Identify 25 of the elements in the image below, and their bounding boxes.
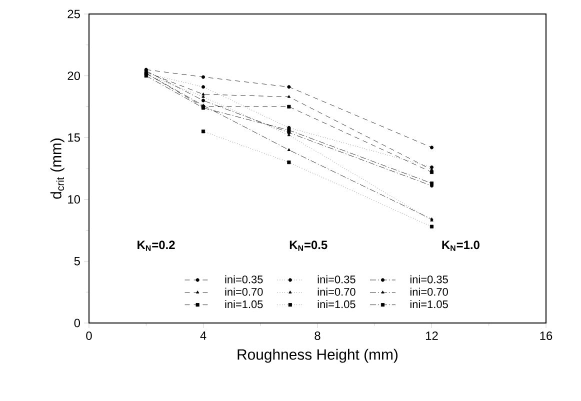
legend-label: ini=0.35 xyxy=(318,275,356,284)
annotation: K$_{N}$=0.2 xyxy=(138,240,175,251)
y-tick-label: 15 xyxy=(68,133,80,142)
annotation: K$_{N}$=0.5 xyxy=(290,240,328,251)
y-tick-label: 10 xyxy=(68,195,80,204)
legend-label: ini=0.35 xyxy=(225,275,263,284)
x-tick-label: 12 xyxy=(426,332,438,340)
y-tick-label: 0 xyxy=(74,318,80,328)
legend-label: ini=1.05 xyxy=(318,300,356,308)
legend-label: ini=1.05 xyxy=(410,300,448,308)
legend-label: ini=0.70 xyxy=(225,288,263,296)
annotation: K$_{N}$=1.0 xyxy=(442,240,480,251)
x-tick-label: 16 xyxy=(540,332,552,340)
y-tick-label: 20 xyxy=(68,72,80,80)
x-tick-label: 0 xyxy=(86,332,92,340)
legend-label: ini=1.05 xyxy=(225,300,263,308)
y-axis-title: d$_{crit}$ (mm) xyxy=(50,138,64,199)
legend-label: ini=0.70 xyxy=(318,288,356,296)
y-tick-label: 25 xyxy=(68,10,80,18)
x-axis-title: Roughness Height (mm) xyxy=(238,348,398,363)
legend-label: ini=0.35 xyxy=(410,275,448,284)
x-tick-label: 8 xyxy=(314,332,320,340)
legend-label: ini=0.70 xyxy=(410,288,448,296)
x-tick-label: 4 xyxy=(200,332,206,340)
y-tick-label: 5 xyxy=(74,257,80,266)
